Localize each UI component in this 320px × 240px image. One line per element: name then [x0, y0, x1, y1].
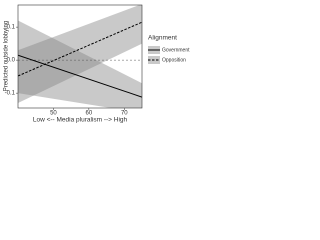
y-tick-label: 0.0: [7, 58, 16, 64]
x-tick-label: 50: [50, 111, 57, 117]
y-axis-label: Predicted outside lobbying: [4, 21, 10, 91]
x-tick-label: 60: [86, 111, 93, 117]
plot-area: [18, 5, 142, 108]
line: [18, 21, 142, 77]
line: [18, 54, 142, 98]
legend-title: Alignment: [148, 35, 177, 42]
x-tick-label: 70: [121, 111, 128, 117]
legend-label: Government: [162, 47, 190, 53]
x-axis-label: Low <-- Media pluralism --> High: [33, 117, 128, 124]
chart: Predicted outside lobbying Low <-- Media…: [4, 4, 190, 124]
panel-border: [17, 4, 143, 109]
y-tick-label: -0.1: [5, 91, 16, 97]
confidence-band: [18, 5, 142, 104]
y-tick-label: 0.1: [7, 25, 16, 31]
legend-label: Opposition: [162, 57, 186, 63]
